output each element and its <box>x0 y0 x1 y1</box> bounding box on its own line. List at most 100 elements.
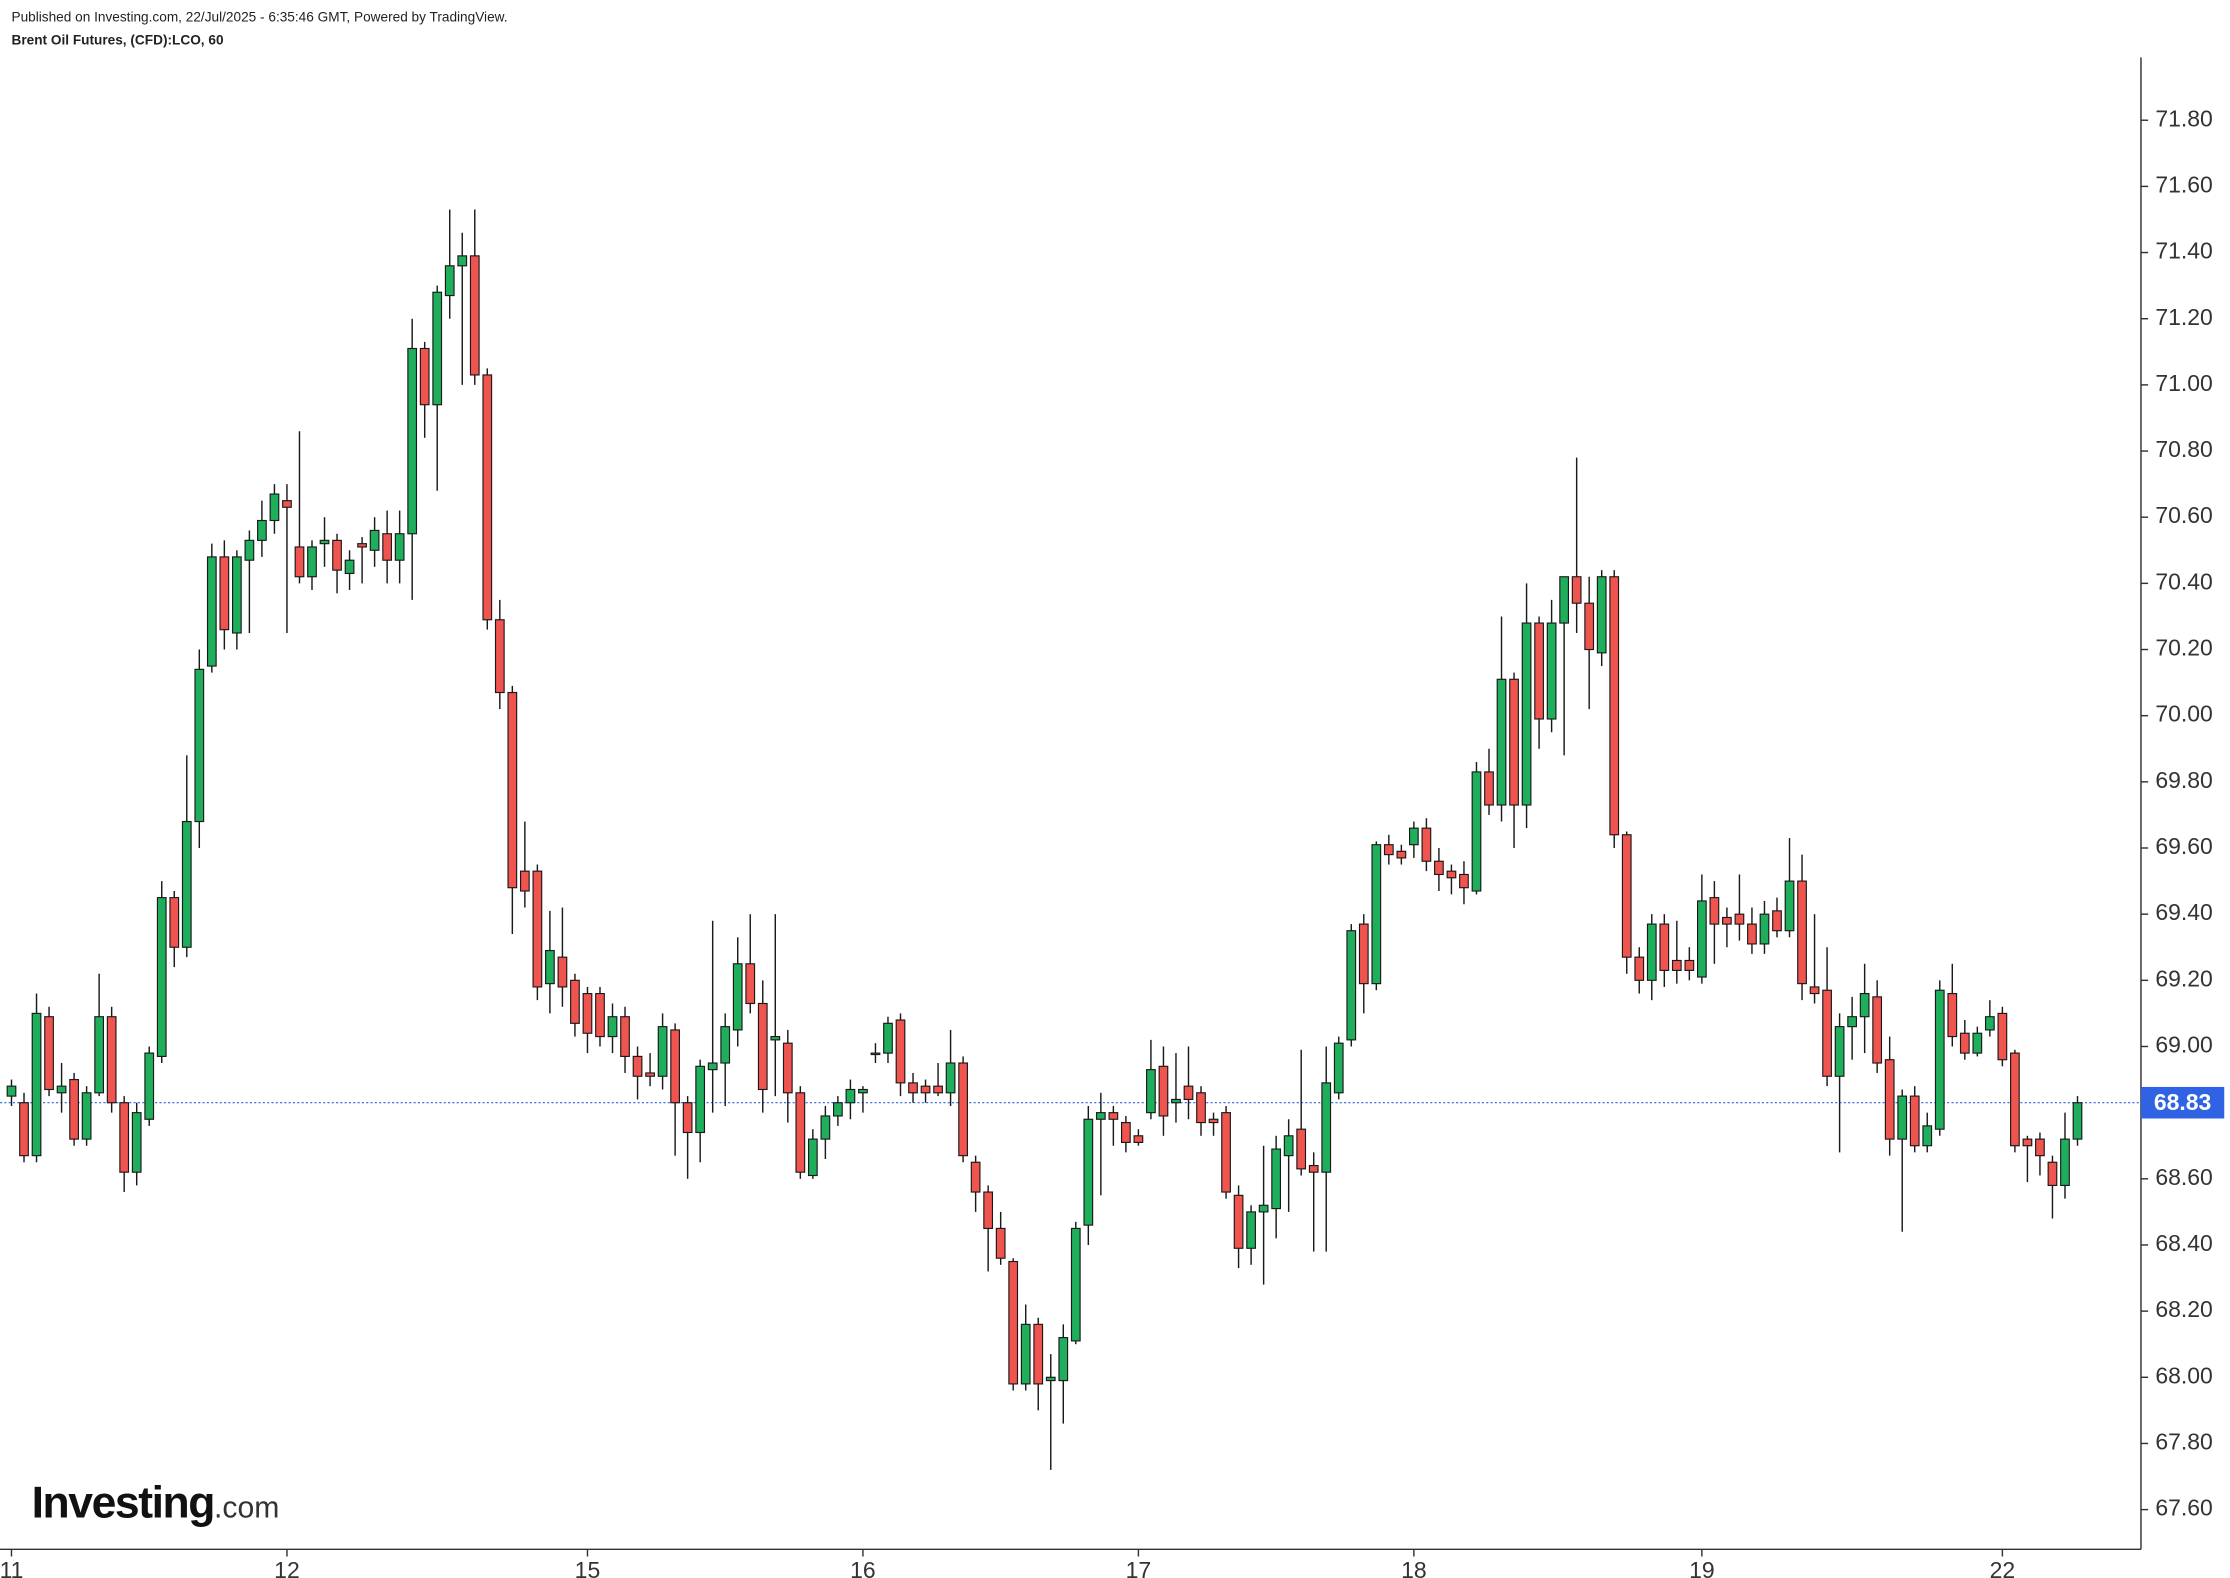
candle-body <box>1809 986 1820 995</box>
candle-body <box>1659 923 1670 971</box>
candle-body <box>833 1102 843 1117</box>
candle-body <box>169 897 180 948</box>
candle-body <box>1121 1121 1131 1143</box>
candle-body <box>369 529 380 551</box>
candle-body <box>332 539 342 571</box>
candle-body <box>1959 1032 1970 1054</box>
candle-body <box>1058 1337 1069 1382</box>
candle-body <box>1246 1211 1256 1249</box>
candle-body <box>1496 678 1507 806</box>
candle-body <box>1371 844 1382 985</box>
candle-body <box>657 1026 668 1077</box>
candle-body <box>1471 771 1482 892</box>
candle-body <box>494 619 505 694</box>
candle-body <box>1008 1260 1019 1385</box>
candle-body <box>1684 959 1695 971</box>
candle-body <box>557 956 568 988</box>
candle-body <box>1947 992 1958 1038</box>
logo-suffix: .com <box>214 1492 279 1525</box>
y-tick-label: 69.20 <box>2155 965 2212 991</box>
candle-body <box>1020 1323 1031 1385</box>
candle-body <box>394 533 405 561</box>
candle-body <box>1934 989 1945 1130</box>
y-tick-label: 67.60 <box>2155 1495 2212 1521</box>
published-note: Published on Investing.com, 22/Jul/2025 … <box>11 10 507 25</box>
candle-body <box>1033 1323 1044 1385</box>
candle-body <box>1747 923 1757 945</box>
x-tick-label: 18 <box>1401 1557 1427 1578</box>
candle-body <box>1872 996 1883 1064</box>
candle-body <box>194 668 205 823</box>
candle-body <box>757 1002 768 1091</box>
candle-body <box>69 1078 79 1140</box>
candle-body <box>1045 1376 1056 1382</box>
candle-body <box>131 1112 142 1173</box>
candle-body <box>945 1062 956 1094</box>
candle-body <box>294 546 305 578</box>
candle-body <box>1346 930 1357 1041</box>
candle-body <box>920 1085 931 1094</box>
candle-body <box>532 870 543 988</box>
y-tick-label: 71.20 <box>2155 304 2212 330</box>
candle-body <box>720 1026 731 1064</box>
candle-body <box>695 1065 706 1134</box>
candle-body <box>219 556 230 631</box>
y-tick-label: 70.00 <box>2155 701 2212 727</box>
x-tick-label: 19 <box>1689 1557 1715 1578</box>
y-tick-label: 69.60 <box>2155 833 2212 859</box>
candle-body <box>56 1085 67 1094</box>
x-tick-label: 11 <box>0 1557 23 1578</box>
candle-body <box>1358 923 1369 985</box>
y-tick-label: 68.00 <box>2155 1362 2212 1388</box>
candle-body <box>1922 1125 1933 1147</box>
candle-body <box>206 556 217 667</box>
candle-body <box>820 1115 831 1140</box>
candle-body <box>1283 1135 1294 1157</box>
candle-body <box>1308 1165 1319 1173</box>
candle-body <box>469 255 480 376</box>
candle-body <box>1897 1095 1908 1140</box>
candle-body <box>632 1055 643 1077</box>
candle-body <box>958 1062 968 1157</box>
candle-body <box>1396 850 1407 859</box>
candle-body <box>1196 1092 1206 1124</box>
candle-body <box>1696 900 1707 978</box>
candle-body <box>1146 1069 1156 1114</box>
instrument-title: Brent Oil Futures, (CFD):LCO, 60 <box>11 32 223 47</box>
candle-body <box>419 347 430 406</box>
candle-body <box>1584 602 1595 651</box>
candle-body <box>1722 916 1732 925</box>
y-tick-label: 71.80 <box>2155 105 2212 131</box>
candle-body <box>1183 1085 1194 1100</box>
candle-body <box>908 1082 918 1094</box>
x-tick-label: 22 <box>1990 1557 2016 1578</box>
candle-body <box>119 1102 130 1173</box>
candle-body <box>795 1092 806 1173</box>
candle-body <box>106 1016 117 1104</box>
candle-body <box>6 1085 17 1097</box>
plot-area <box>0 209 2141 1470</box>
candle-body <box>244 539 255 561</box>
candle-body <box>2060 1138 2070 1186</box>
candle-body <box>807 1138 818 1177</box>
candle-body <box>444 265 455 297</box>
candle-body <box>382 533 393 561</box>
logo: Investing.com <box>32 1479 280 1528</box>
y-tick-label: 70.80 <box>2155 436 2212 462</box>
x-tick-label: 15 <box>575 1557 601 1578</box>
candle-body <box>519 870 530 892</box>
x-tick-label: 17 <box>1126 1557 1152 1578</box>
candle-body <box>231 556 242 634</box>
candle-body <box>1571 576 1582 604</box>
candle-body <box>1271 1148 1282 1210</box>
candle-body <box>770 1035 781 1041</box>
candle-body <box>845 1088 856 1104</box>
candle-body <box>1797 880 1807 985</box>
candle-body <box>745 963 756 1005</box>
candle-body <box>1734 913 1745 925</box>
candle-body <box>983 1191 994 1230</box>
candle-body <box>1446 870 1457 879</box>
candle-body <box>344 559 355 575</box>
